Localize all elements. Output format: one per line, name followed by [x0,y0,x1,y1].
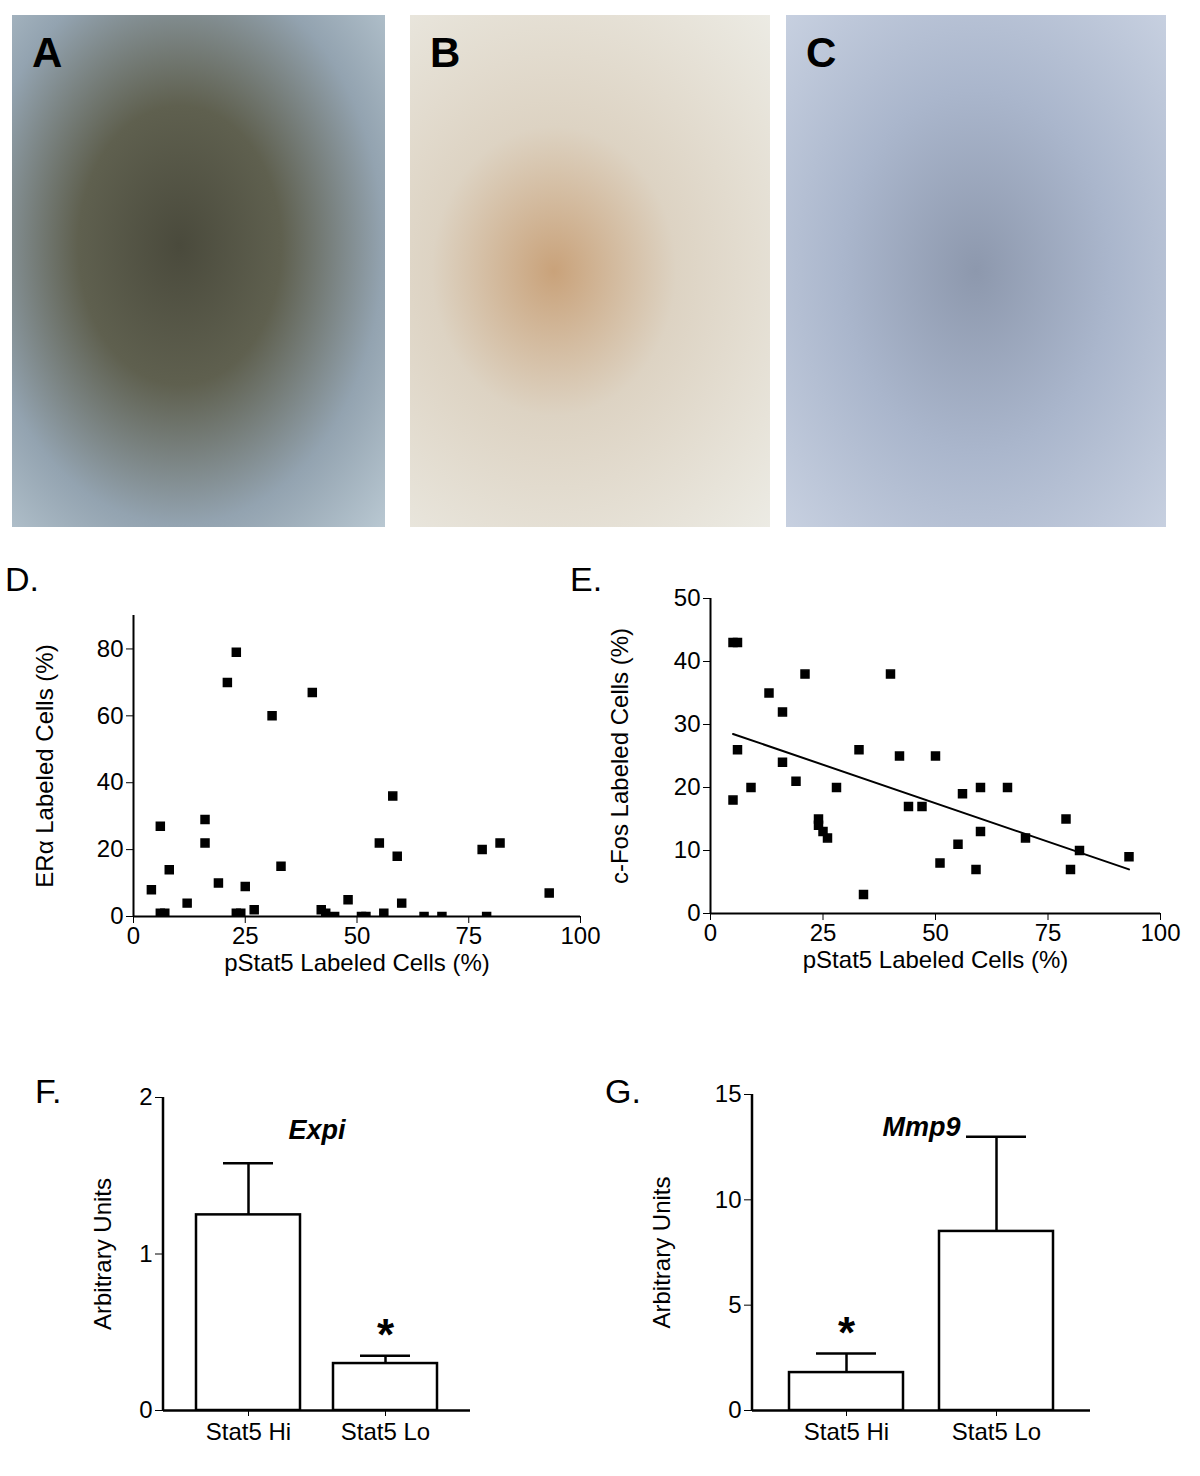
svg-text:100: 100 [1140,919,1180,946]
svg-text:60: 60 [97,702,124,729]
svg-text:5: 5 [728,1291,741,1318]
svg-text:10: 10 [715,1186,742,1213]
svg-text:40: 40 [97,768,124,795]
svg-text:Stat5 Lo: Stat5 Lo [341,1418,430,1445]
html-text:G.: G. [605,1072,641,1110]
svg-text:25: 25 [232,922,259,949]
svg-text:10: 10 [674,836,701,863]
html-text:B: B [430,29,461,76]
svg-text:ERα Labeled Cells (%): ERα Labeled Cells (%) [31,644,58,887]
svg-text:80: 80 [97,635,124,662]
html-text:C: C [806,29,837,76]
svg-text:pStat5 Labeled Cells (%): pStat5 Labeled Cells (%) [224,949,489,976]
svg-text:75: 75 [455,922,482,949]
svg-text:50: 50 [674,584,701,611]
svg-text:0: 0 [127,922,140,949]
svg-text:25: 25 [810,919,837,946]
html-text:D.: D. [5,560,39,598]
html-text:A: A [32,29,63,76]
svg-text:50: 50 [344,922,371,949]
svg-text:30: 30 [674,710,701,737]
svg-text:Arbitrary Units: Arbitrary Units [89,1178,116,1330]
svg-text:Arbitrary Units: Arbitrary Units [648,1176,675,1328]
svg-text:15: 15 [715,1080,742,1107]
svg-text:2: 2 [139,1083,152,1110]
svg-text:0: 0 [687,899,700,926]
svg-text:Expi: Expi [288,1115,346,1145]
svg-text:c-Fos Labeled Cells (%): c-Fos Labeled Cells (%) [606,628,633,884]
html-text:E.: E. [570,560,603,598]
svg-text:50: 50 [922,919,949,946]
svg-text:Stat5 Hi: Stat5 Hi [206,1418,291,1445]
svg-text:pStat5 Labeled Cells (%): pStat5 Labeled Cells (%) [803,946,1068,973]
svg-text:20: 20 [97,835,124,862]
svg-text:100: 100 [560,922,600,949]
svg-text:0: 0 [110,902,123,929]
svg-text:*: * [838,1308,856,1357]
svg-text:0: 0 [139,1396,152,1423]
svg-text:0: 0 [704,919,717,946]
svg-text:1: 1 [139,1240,152,1267]
html-text:F.: F. [35,1072,62,1110]
svg-text:Stat5 Hi: Stat5 Hi [804,1418,889,1445]
svg-text:Mmp9: Mmp9 [882,1112,960,1142]
svg-text:Stat5 Lo: Stat5 Lo [952,1418,1041,1445]
svg-text:75: 75 [1035,919,1062,946]
svg-text:20: 20 [674,773,701,800]
svg-text:0: 0 [728,1396,741,1423]
svg-text:40: 40 [674,647,701,674]
svg-text:*: * [377,1310,395,1359]
